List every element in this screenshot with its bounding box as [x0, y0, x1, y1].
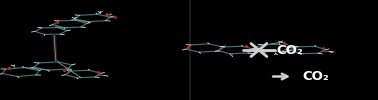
Text: CO₂: CO₂: [276, 44, 303, 56]
Text: CO₂: CO₂: [302, 70, 329, 83]
